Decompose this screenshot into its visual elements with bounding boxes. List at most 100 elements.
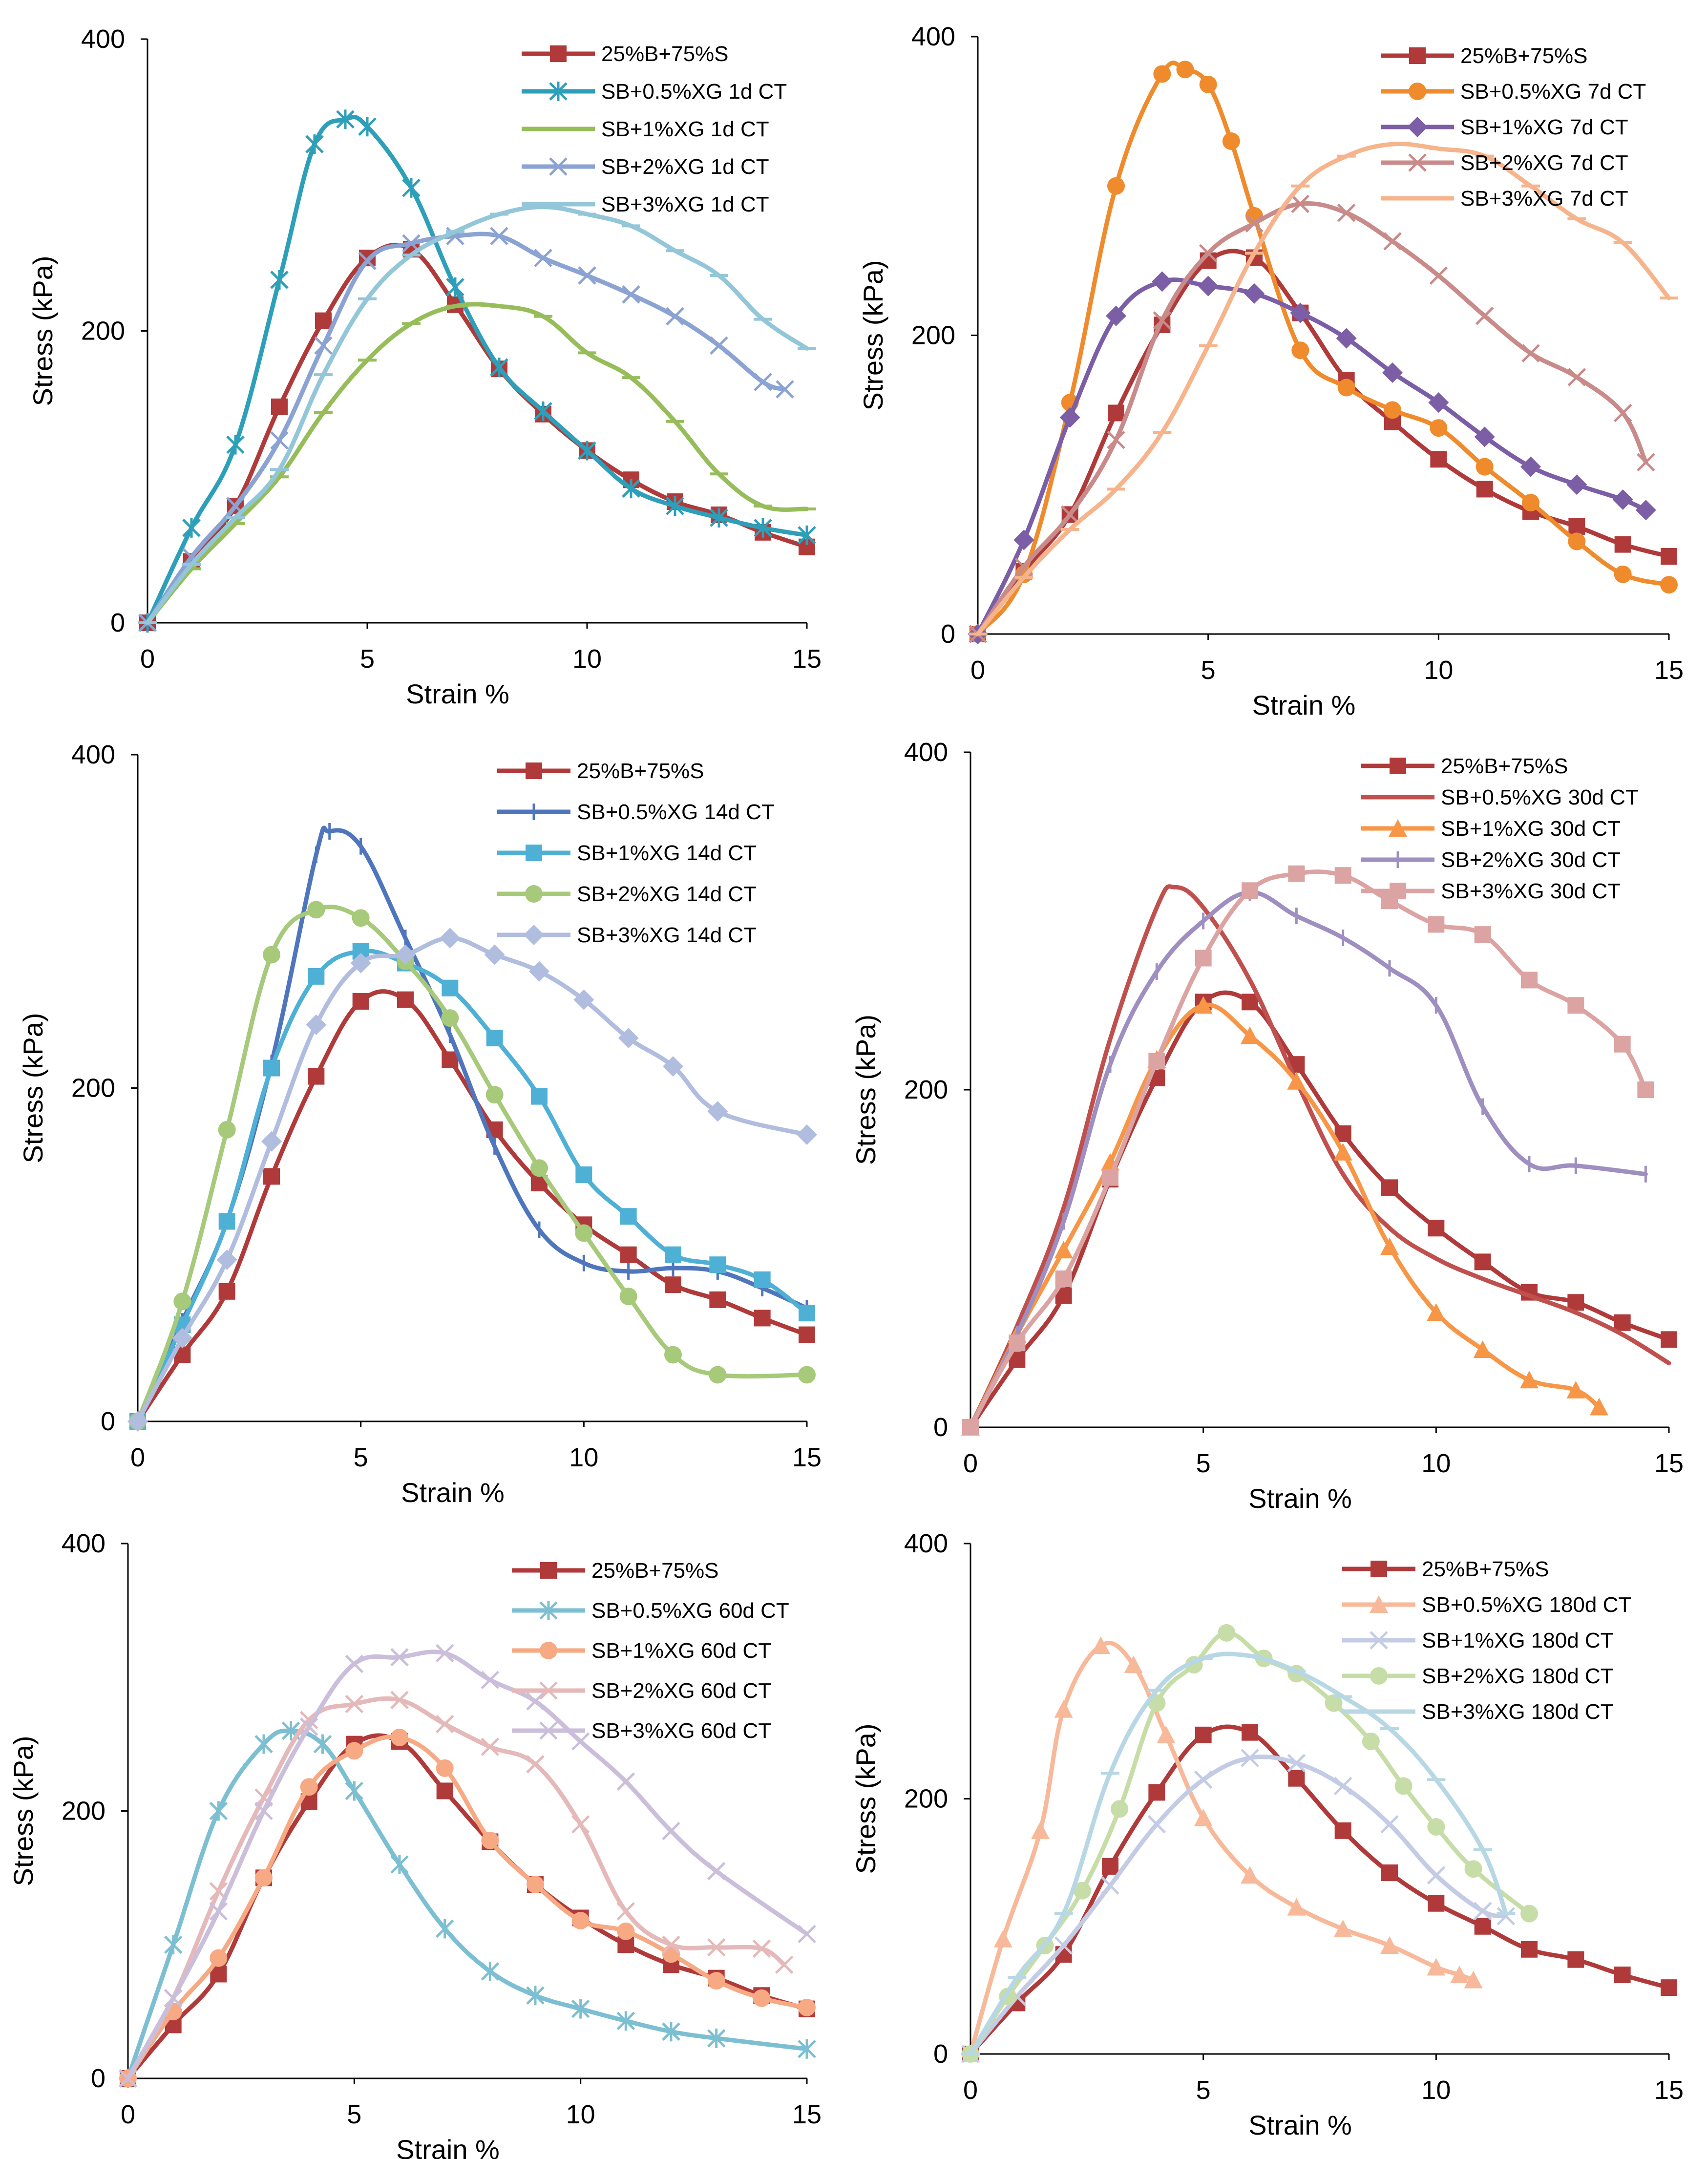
data-point: [1288, 1770, 1305, 1787]
data-point: [442, 979, 459, 996]
data-point: [663, 1056, 683, 1077]
series-5: [969, 142, 1678, 636]
data-point: [1362, 1732, 1380, 1750]
data-point: [1054, 1241, 1073, 1259]
data-point: [753, 1989, 771, 2007]
legend-entry: 25%B+75%S: [591, 1559, 719, 1583]
legend-swatch-marker: [540, 1642, 557, 1659]
data-point: [1450, 1966, 1469, 1984]
series-2: [961, 1636, 1483, 2062]
data-point: [709, 1256, 726, 1273]
x-tick-label: 5: [360, 644, 375, 674]
data-point: [390, 1648, 409, 1667]
data-point: [481, 1671, 500, 1689]
legend-swatch-marker: [539, 1681, 558, 1700]
legend-entry: SB+2%XG 180d CT: [1422, 1664, 1614, 1688]
data-point: [218, 1283, 235, 1300]
y-tick-label: 400: [71, 740, 115, 769]
data-point: [226, 435, 245, 455]
chart-6: 0 200 400 0 5 10 15 Strain % Stress (kPa) 25%B+75…: [850, 1529, 1684, 2140]
legend-entry: SB+0.5%XG 60d CT: [591, 1599, 789, 1623]
legend-entry: 25%B+75%S: [1441, 754, 1568, 778]
legend-entry: SB+2%XG 60d CT: [591, 1679, 771, 1703]
y-tick-label: 200: [62, 1797, 105, 1826]
data-point: [1635, 500, 1656, 521]
data-point: [263, 946, 280, 964]
data-point: [218, 1121, 236, 1139]
series-line: [968, 890, 1648, 1430]
data-point: [1107, 430, 1125, 449]
x-axis-label: Strain %: [1248, 2110, 1352, 2140]
data-point: [1612, 489, 1633, 510]
series-2: [135, 823, 809, 1430]
data-point: [618, 1028, 639, 1049]
data-point: [127, 1411, 148, 1432]
y-tick-label: 0: [101, 1407, 115, 1436]
data-point: [481, 1831, 499, 1849]
legend-entry: SB+1%XG 60d CT: [591, 1639, 771, 1663]
data-point: [300, 1778, 318, 1796]
data-point: [1194, 996, 1213, 1014]
data-point: [1614, 536, 1631, 553]
data-point: [1520, 456, 1541, 477]
y-tick-label: 0: [91, 2064, 105, 2093]
data-point: [164, 1989, 183, 2008]
legend-entry: SB+3%XG 30d CT: [1441, 879, 1621, 903]
legend-swatch-marker: [550, 45, 567, 62]
y-tick-label: 200: [71, 1074, 115, 1103]
data-point: [1614, 565, 1632, 583]
data-point: [578, 441, 596, 461]
legend-entry: SB+3%XG 14d CT: [577, 923, 757, 947]
data-point: [1157, 1725, 1176, 1743]
data-point: [352, 909, 370, 927]
data-point: [1590, 1397, 1608, 1416]
series-3: [961, 996, 1608, 1436]
series-1: [962, 990, 1677, 1436]
data-point: [1291, 341, 1309, 360]
data-point: [1428, 916, 1445, 933]
chart-3: 0 200 400 0 5 10 15 Strain % Stress (kPa) 25%B+75…: [18, 740, 822, 1508]
data-point: [664, 1346, 682, 1364]
data-point: [1152, 271, 1173, 292]
y-tick-label: 0: [933, 2039, 948, 2069]
legend-swatch-marker: [1371, 1561, 1387, 1577]
data-point: [1473, 1340, 1492, 1358]
data-point: [1522, 493, 1539, 511]
data-point: [1106, 305, 1126, 326]
data-point: [1107, 177, 1125, 195]
y-tick-label: 200: [904, 1075, 948, 1104]
data-point: [271, 398, 288, 415]
data-point: [1333, 1777, 1352, 1796]
data-point: [218, 1213, 235, 1230]
data-point: [799, 1326, 815, 1343]
data-point: [314, 336, 333, 355]
data-point: [754, 1310, 771, 1327]
data-point: [1520, 1371, 1539, 1389]
x-tick-label: 10: [1421, 1449, 1451, 1478]
data-point: [1336, 328, 1357, 349]
x-tick-label: 15: [1654, 1449, 1684, 1478]
y-tick-label: 0: [933, 1413, 948, 1442]
data-point: [1198, 275, 1219, 296]
data-point: [1567, 368, 1586, 386]
data-point: [1325, 1694, 1343, 1712]
x-axis-label: Strain %: [1248, 1483, 1352, 1514]
data-point: [270, 431, 289, 450]
data-point: [172, 1328, 193, 1349]
data-point: [1242, 994, 1258, 1011]
y-axis-label: Stress (kPa): [850, 1015, 881, 1165]
data-point: [799, 1305, 815, 1322]
data-point: [484, 944, 505, 965]
data-point: [754, 1271, 771, 1288]
data-point: [1427, 1818, 1445, 1836]
x-tick-label: 10: [572, 644, 602, 674]
series-line: [135, 935, 809, 1424]
x-tick-label: 15: [792, 644, 822, 674]
legend-entry: SB+2%XG 14d CT: [577, 882, 757, 906]
legend-entry: SB+0.5%XG 1d CT: [601, 80, 787, 104]
data-point: [1009, 1334, 1026, 1352]
data-point: [345, 1742, 363, 1760]
series-line: [968, 869, 1648, 1430]
x-tick-label: 5: [347, 2100, 361, 2129]
data-point: [1380, 1237, 1399, 1255]
